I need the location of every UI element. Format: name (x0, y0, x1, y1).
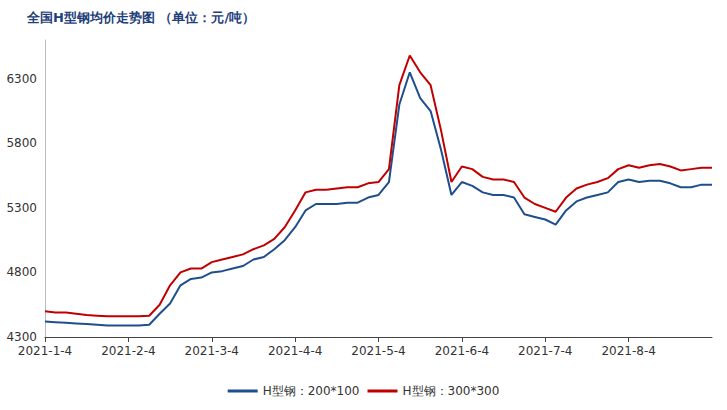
svg-text:2021-3-4: 2021-3-4 (185, 344, 239, 358)
svg-text:5800: 5800 (6, 136, 37, 150)
svg-text:2021-5-4: 2021-5-4 (351, 344, 405, 358)
svg-text:2021-2-4: 2021-2-4 (101, 344, 155, 358)
svg-text:2021-7-4: 2021-7-4 (518, 344, 572, 358)
svg-text:6300: 6300 (6, 72, 37, 86)
svg-text:2021-1-4: 2021-1-4 (18, 344, 72, 358)
svg-text:H型钢：300*300: H型钢：300*300 (403, 384, 500, 398)
svg-text:2021-6-4: 2021-6-4 (435, 344, 489, 358)
svg-text:4300: 4300 (6, 330, 37, 344)
svg-text:4800: 4800 (6, 265, 37, 279)
svg-text:全国H型钢均价走势图 （单位：元/吨）: 全国H型钢均价走势图 （单位：元/吨） (26, 10, 255, 25)
svg-text:2021-4-4: 2021-4-4 (268, 344, 322, 358)
svg-text:2021-8-4: 2021-8-4 (601, 344, 655, 358)
svg-text:5300: 5300 (6, 201, 37, 215)
svg-text:H型钢：200*100: H型钢：200*100 (263, 384, 360, 398)
